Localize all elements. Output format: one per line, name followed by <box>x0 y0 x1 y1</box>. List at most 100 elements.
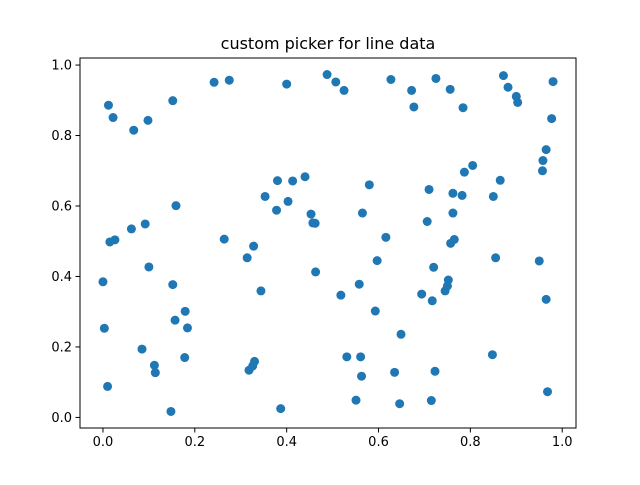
data-point-9[interactable] <box>331 77 341 87</box>
data-point-63[interactable] <box>342 352 352 362</box>
data-point-65[interactable] <box>354 279 364 289</box>
y-tick-label-2: 0.4 <box>51 270 72 285</box>
data-point-6[interactable] <box>224 75 234 85</box>
data-point-92[interactable] <box>468 160 478 170</box>
data-point-67[interactable] <box>357 371 367 381</box>
data-point-37[interactable] <box>166 406 176 416</box>
data-point-3[interactable] <box>143 115 153 125</box>
data-point-99[interactable] <box>543 387 553 397</box>
data-point-79[interactable] <box>426 396 436 406</box>
data-point-11[interactable] <box>386 75 396 84</box>
data-point-10[interactable] <box>339 85 349 95</box>
data-point-13[interactable] <box>409 102 419 112</box>
data-point-2[interactable] <box>129 125 139 135</box>
x-tick-label-5: 1.0 <box>552 435 573 450</box>
data-point-94[interactable] <box>488 191 498 201</box>
data-point-81[interactable] <box>429 262 439 272</box>
data-point-57[interactable] <box>300 172 310 182</box>
data-point-20[interactable] <box>513 97 523 107</box>
x-tick-label-2: 0.4 <box>276 435 297 450</box>
data-point-58[interactable] <box>306 209 316 219</box>
data-point-36[interactable] <box>150 368 160 378</box>
data-point-32[interactable] <box>137 344 147 354</box>
data-point-24[interactable] <box>538 156 548 166</box>
data-point-62[interactable] <box>336 290 346 300</box>
data-point-77[interactable] <box>422 217 432 226</box>
data-point-56[interactable] <box>288 176 298 186</box>
data-point-1[interactable] <box>108 113 118 123</box>
data-point-44[interactable] <box>219 234 229 244</box>
data-point-80[interactable] <box>427 296 437 306</box>
data-point-54[interactable] <box>276 404 286 414</box>
data-point-89[interactable] <box>449 234 459 244</box>
data-point-90[interactable] <box>457 190 467 200</box>
data-point-21[interactable] <box>548 77 558 87</box>
y-tick-label-0: 0.0 <box>51 411 72 426</box>
data-point-91[interactable] <box>459 167 469 177</box>
x-tick-label-3: 0.6 <box>368 435 389 450</box>
data-point-88[interactable] <box>448 188 458 198</box>
data-point-45[interactable] <box>242 253 252 263</box>
data-point-0[interactable] <box>103 100 113 110</box>
data-point-87[interactable] <box>448 208 458 218</box>
data-point-16[interactable] <box>458 103 468 113</box>
data-point-72[interactable] <box>381 232 391 242</box>
y-tick-label-4: 0.8 <box>51 129 72 144</box>
data-point-30[interactable] <box>110 235 120 245</box>
data-point-95[interactable] <box>491 253 501 263</box>
data-point-7[interactable] <box>282 79 292 89</box>
data-point-40[interactable] <box>171 201 181 211</box>
data-point-78[interactable] <box>424 184 434 194</box>
data-point-61[interactable] <box>311 267 321 277</box>
data-point-23[interactable] <box>541 145 551 155</box>
data-point-50[interactable] <box>256 286 266 296</box>
data-point-93[interactable] <box>487 350 497 360</box>
data-point-82[interactable] <box>430 366 440 376</box>
chart-title: custom picker for line data <box>221 34 436 53</box>
data-point-14[interactable] <box>431 73 441 83</box>
data-point-97[interactable] <box>534 256 544 266</box>
data-point-35[interactable] <box>149 360 159 370</box>
data-point-76[interactable] <box>417 289 427 299</box>
data-point-74[interactable] <box>395 399 405 409</box>
data-point-26[interactable] <box>98 277 108 287</box>
data-point-70[interactable] <box>370 306 380 316</box>
data-point-66[interactable] <box>356 352 366 362</box>
data-point-68[interactable] <box>357 208 367 218</box>
data-point-85[interactable] <box>443 275 453 285</box>
data-point-15[interactable] <box>445 84 455 94</box>
data-point-38[interactable] <box>168 280 178 290</box>
data-point-96[interactable] <box>495 175 505 185</box>
data-point-33[interactable] <box>140 219 150 229</box>
data-point-49[interactable] <box>249 241 259 251</box>
data-point-75[interactable] <box>396 329 406 339</box>
data-point-48[interactable] <box>250 356 260 366</box>
data-point-73[interactable] <box>390 367 400 377</box>
data-point-28[interactable] <box>103 381 113 391</box>
data-point-69[interactable] <box>364 180 374 190</box>
data-point-42[interactable] <box>182 323 192 333</box>
data-point-4[interactable] <box>168 96 178 106</box>
data-point-60[interactable] <box>310 218 320 228</box>
data-point-41[interactable] <box>180 306 190 316</box>
data-point-43[interactable] <box>180 353 190 363</box>
data-point-71[interactable] <box>372 256 382 266</box>
data-point-8[interactable] <box>322 70 332 80</box>
data-point-51[interactable] <box>260 191 270 201</box>
data-point-31[interactable] <box>126 224 136 234</box>
x-tick-label-4: 0.8 <box>460 435 481 450</box>
data-point-34[interactable] <box>144 262 154 272</box>
data-point-12[interactable] <box>407 85 417 95</box>
data-point-5[interactable] <box>209 77 219 87</box>
data-point-18[interactable] <box>503 82 513 92</box>
data-point-55[interactable] <box>283 196 293 206</box>
data-point-25[interactable] <box>537 166 547 176</box>
data-point-98[interactable] <box>541 294 551 304</box>
data-point-27[interactable] <box>99 323 109 333</box>
data-point-17[interactable] <box>498 71 508 81</box>
data-point-52[interactable] <box>272 205 282 215</box>
data-point-53[interactable] <box>272 176 282 186</box>
data-point-22[interactable] <box>547 114 557 124</box>
data-point-64[interactable] <box>351 395 361 405</box>
data-point-39[interactable] <box>170 315 180 325</box>
